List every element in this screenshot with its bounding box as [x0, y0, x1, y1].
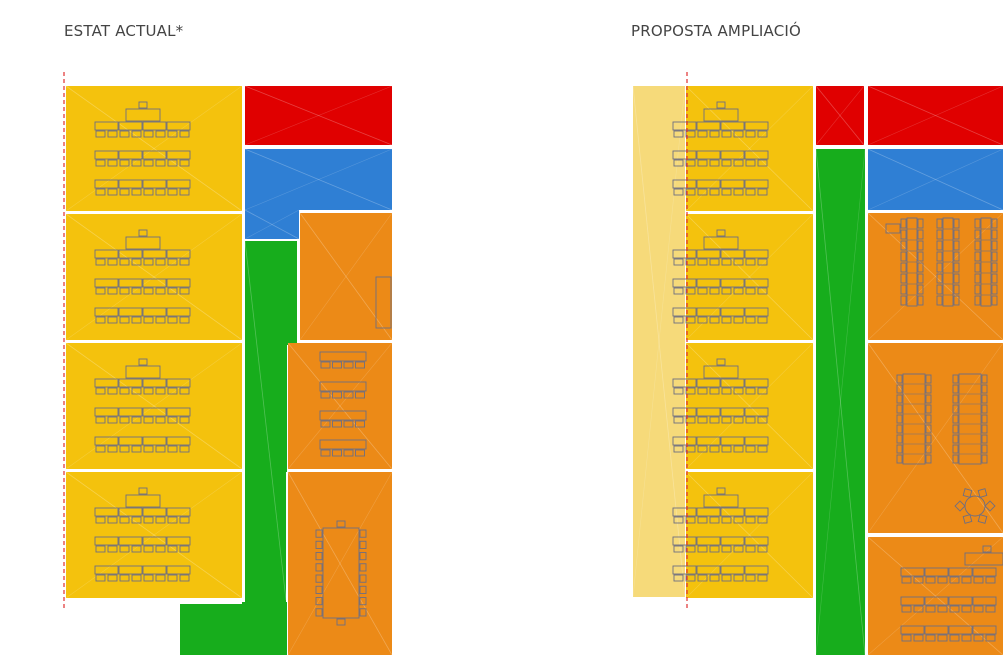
classroom-furniture	[94, 358, 191, 453]
desk-row	[672, 307, 769, 324]
current-state-title: ESTAT ACTUAL*	[64, 22, 184, 40]
classroom-furniture	[94, 229, 191, 324]
orange-room	[867, 212, 1003, 341]
orange-room	[867, 342, 1003, 534]
red-zone	[815, 85, 865, 146]
classroom	[65, 342, 243, 470]
classroom	[65, 471, 243, 599]
desk-row	[672, 121, 769, 138]
orange-room	[867, 536, 1003, 655]
desk-row	[672, 378, 769, 395]
blue-zone	[867, 148, 1003, 211]
proposal-plan	[632, 72, 1003, 655]
classroom-furniture	[672, 229, 769, 324]
extension-strip	[632, 85, 686, 598]
desk-row	[672, 179, 769, 196]
current-state-plan	[63, 72, 393, 655]
classroom-furniture	[672, 358, 769, 453]
green-corridor	[180, 240, 297, 655]
long-table	[974, 217, 998, 307]
classroom	[65, 213, 243, 341]
teacher-chair	[138, 487, 148, 495]
classroom	[65, 85, 243, 212]
desk-row	[900, 625, 997, 642]
teacher-chair	[716, 358, 726, 366]
desk-row	[94, 507, 191, 524]
desk-row	[94, 150, 191, 167]
teacher-chair	[138, 358, 148, 366]
green-corridor	[815, 148, 866, 655]
teacher-desk	[964, 552, 1003, 566]
long-table	[952, 373, 988, 465]
desk-row	[672, 407, 769, 424]
teacher-desk	[125, 108, 161, 122]
desk-group	[319, 351, 367, 369]
teacher-chair	[716, 101, 726, 109]
teacher-desk	[703, 365, 739, 379]
teacher-desk	[125, 494, 161, 508]
orange-room	[299, 212, 393, 341]
desk-row	[94, 565, 191, 582]
classroom-furniture	[672, 487, 769, 582]
desk-row	[672, 507, 769, 524]
classroom	[672, 471, 814, 599]
red-zone	[244, 85, 393, 146]
teacher-chair	[138, 229, 148, 237]
orange-room	[287, 471, 393, 655]
teacher-chair	[138, 101, 148, 109]
desk-group	[319, 381, 367, 399]
desk-row	[94, 249, 191, 266]
teacher-desk	[703, 108, 739, 122]
classroom-furniture	[94, 101, 191, 196]
long-table	[936, 217, 960, 307]
desk-row	[94, 121, 191, 138]
teacher-chair	[716, 487, 726, 495]
long-table	[896, 373, 932, 465]
classroom	[672, 213, 814, 341]
teacher-desk	[125, 365, 161, 379]
round-table	[954, 488, 996, 524]
desk-row	[672, 278, 769, 295]
teacher-desk	[125, 236, 161, 250]
long-table	[900, 217, 924, 307]
classroom	[672, 85, 814, 212]
teacher-desk	[703, 236, 739, 250]
desk-row	[672, 536, 769, 553]
classroom	[672, 342, 814, 470]
desk-row	[672, 565, 769, 582]
meeting-table	[315, 520, 367, 626]
desk-row	[672, 249, 769, 266]
desk-row	[94, 407, 191, 424]
desk-row	[672, 150, 769, 167]
red-zone	[867, 85, 1003, 146]
desk-row	[94, 278, 191, 295]
blue-zone	[244, 148, 393, 211]
desk-group	[319, 439, 367, 457]
teacher-desk	[703, 494, 739, 508]
desk-row	[900, 596, 997, 613]
side-desk	[885, 223, 901, 234]
proposal-title: PROPOSTA AMPLIACIÓ	[631, 22, 802, 40]
cabinet	[375, 276, 392, 329]
desk-group	[319, 410, 367, 428]
classroom-furniture	[672, 101, 769, 196]
desk-row	[94, 307, 191, 324]
blue-zone-extension	[244, 209, 300, 240]
desk-row	[94, 436, 191, 453]
classroom-furniture	[94, 487, 191, 582]
orange-room	[287, 342, 393, 470]
desk-row	[900, 567, 997, 584]
desk-row	[94, 378, 191, 395]
desk-row	[94, 179, 191, 196]
teacher-chair	[982, 545, 992, 553]
desk-row	[672, 436, 769, 453]
teacher-chair	[716, 229, 726, 237]
desk-row	[94, 536, 191, 553]
